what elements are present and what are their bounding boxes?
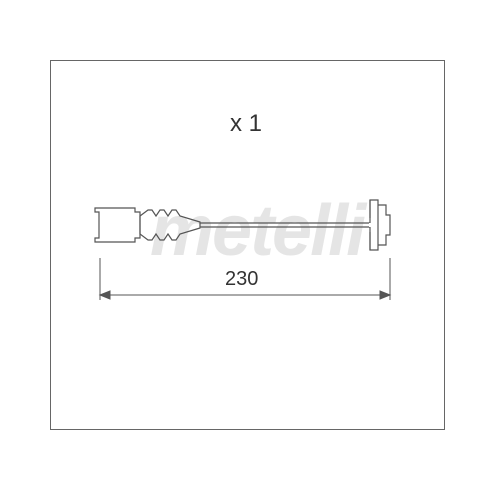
dimension-value: 230 bbox=[225, 268, 258, 291]
part-drawing bbox=[0, 0, 500, 500]
